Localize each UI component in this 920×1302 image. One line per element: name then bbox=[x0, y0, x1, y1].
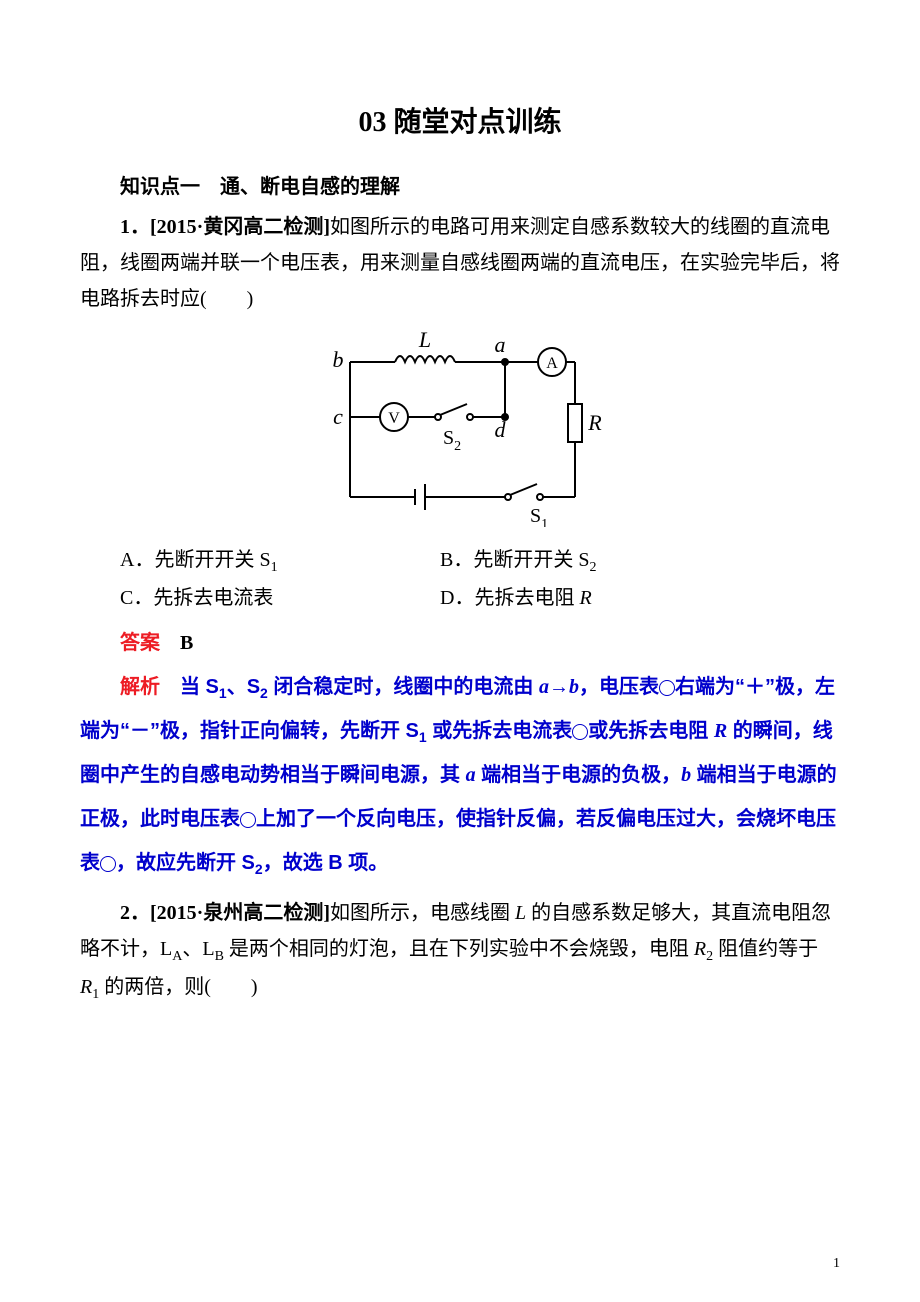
label-ammeter: A bbox=[546, 355, 558, 372]
explanation: 解析 当 S1、S2 闭合稳定时，线圈中的电流由 a→b，电压表V右端为“＋”极… bbox=[80, 665, 840, 885]
q1-prefix: 1．[2015·黄冈高二检测] bbox=[120, 216, 330, 238]
voltmeter-icon: V bbox=[100, 856, 116, 872]
option-a: A．先断开开关 S1 bbox=[120, 542, 440, 580]
option-b: B．先断开开关 S2 bbox=[440, 542, 840, 580]
label-R: R bbox=[587, 410, 602, 435]
question-1-text: 1．[2015·黄冈高二检测]如图所示的电路可用来测定自感系数较大的线圈的直流电… bbox=[80, 209, 840, 317]
voltmeter-icon: V bbox=[659, 680, 675, 696]
label-d: d bbox=[495, 417, 507, 442]
ammeter-icon: A bbox=[572, 724, 588, 740]
label-a: a bbox=[495, 332, 506, 357]
question-2-text: 2．[2015·泉州高二检测]如图所示，电感线圈 L 的自感系数足够大，其直流电… bbox=[80, 895, 840, 1007]
label-b: b bbox=[333, 347, 344, 372]
label-c: c bbox=[333, 404, 343, 429]
page-title: 03 随堂对点训练 bbox=[80, 100, 840, 140]
option-d: D．先拆去电阻 R bbox=[440, 580, 840, 616]
answer-label: 答案 bbox=[120, 632, 160, 654]
answer-value: B bbox=[180, 632, 193, 654]
option-c: C．先拆去电流表 bbox=[120, 580, 440, 616]
options-row-1: A．先断开开关 S1 B．先断开开关 S2 bbox=[120, 542, 840, 580]
section-header: 知识点一 通、断电自感的理解 bbox=[80, 170, 840, 199]
options-row-2: C．先拆去电流表 D．先拆去电阻 R bbox=[120, 580, 840, 616]
label-S2: S2 bbox=[443, 427, 461, 454]
label-L: L bbox=[418, 332, 431, 352]
q2-prefix: 2．[2015·泉州高二检测] bbox=[120, 902, 330, 924]
explanation-label: 解析 bbox=[120, 676, 160, 698]
page-number: 1 bbox=[833, 1256, 840, 1272]
circuit-diagram: L a b c d A V R S2 S1 bbox=[80, 332, 840, 527]
label-voltmeter: V bbox=[388, 410, 400, 427]
label-S1: S1 bbox=[530, 505, 548, 527]
answer-line: 答案 B bbox=[80, 626, 840, 655]
voltmeter-icon: V bbox=[240, 812, 256, 828]
